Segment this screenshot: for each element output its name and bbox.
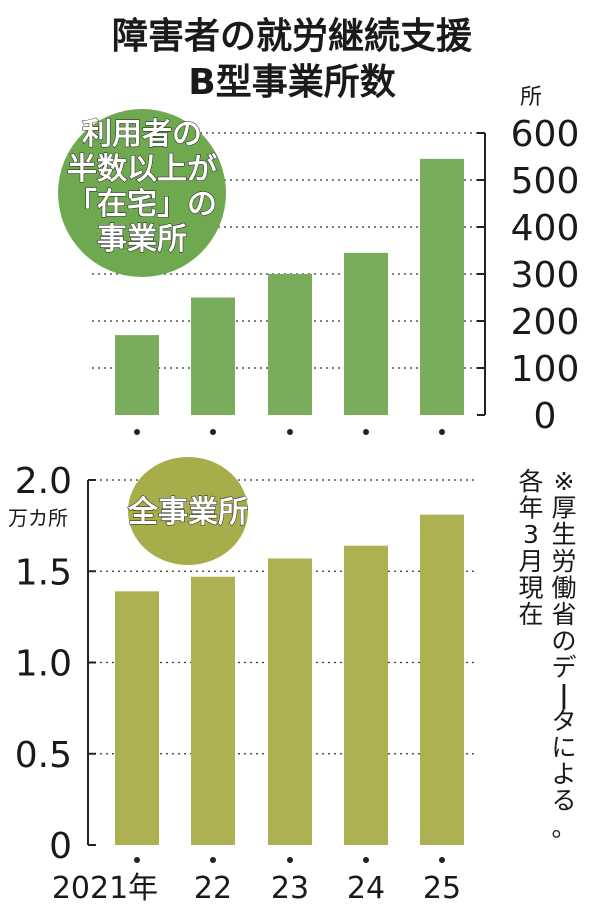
note-char: 厚 bbox=[551, 494, 576, 523]
top-badge-text-line: 利用者の bbox=[82, 117, 202, 152]
bottom-x-tick-dot bbox=[210, 857, 216, 863]
top-bar bbox=[344, 252, 388, 415]
top-y-tick-label: 100 bbox=[511, 349, 580, 390]
note-char: タ bbox=[551, 706, 576, 735]
note-char: 3 bbox=[523, 520, 539, 549]
bottom-x-tick-dot bbox=[439, 857, 445, 863]
note-char: 働 bbox=[551, 573, 576, 602]
bottom-y-tick-label: 2.0 bbox=[15, 461, 72, 502]
top-y-tick-label: 600 bbox=[511, 114, 580, 155]
top-x-tick-dot bbox=[363, 429, 369, 435]
note-char: デ bbox=[551, 653, 576, 682]
bottom-badge: 全事業所 bbox=[127, 457, 249, 565]
note-char: 労 bbox=[551, 547, 576, 576]
bottom-bar bbox=[268, 558, 312, 845]
bottom-bar bbox=[115, 591, 159, 845]
note-char: 。 bbox=[551, 813, 576, 842]
top-badge-circle bbox=[58, 109, 226, 277]
bottom-bar bbox=[344, 545, 388, 845]
bottom-x-tick-label: 2021年 bbox=[52, 871, 158, 906]
top-x-tick-dot bbox=[210, 429, 216, 435]
note-char: 生 bbox=[551, 520, 576, 549]
bottom-chart: 2021年 22 23 24 25 0 0.5 1.0 1.5 2.0 万カ所 全事業所 bbox=[8, 457, 478, 906]
chart-title-line1: 障害者の就労継続支援 bbox=[112, 16, 473, 57]
top-x-tick-dot bbox=[439, 429, 445, 435]
note-char: の bbox=[551, 627, 576, 656]
top-badge-text-line: 半数以上が bbox=[67, 152, 217, 187]
note-char: る bbox=[551, 786, 576, 815]
top-bar bbox=[115, 335, 159, 415]
bottom-bar bbox=[191, 576, 235, 845]
note-char: よ bbox=[551, 760, 576, 789]
note-char: | bbox=[559, 680, 568, 709]
bottom-y-tick-label: 0 bbox=[49, 826, 72, 867]
bottom-x-tick-label: 25 bbox=[423, 871, 461, 906]
top-bar bbox=[191, 297, 235, 415]
bottom-y-tick-label: 1.5 bbox=[15, 552, 72, 593]
bottom-y-tick-label: 1.0 bbox=[15, 644, 72, 685]
bottom-x-tick-dot bbox=[134, 857, 140, 863]
top-y-tick-label: 400 bbox=[511, 208, 580, 249]
note-char: 省 bbox=[551, 600, 576, 629]
top-badge-text-line: 事業所 bbox=[97, 222, 187, 257]
note-char: 年 bbox=[518, 494, 543, 523]
note-char: 現 bbox=[518, 573, 543, 602]
bottom-x-tick-label: 22 bbox=[194, 871, 232, 906]
top-y-tick-label: 500 bbox=[511, 161, 580, 202]
top-y-tick-label: 200 bbox=[511, 302, 580, 343]
top-unit-label: 所 bbox=[520, 85, 542, 110]
bottom-x-tick-label: 23 bbox=[271, 871, 309, 906]
bottom-bar bbox=[420, 514, 464, 845]
top-badge-text-line: 「在宅」の bbox=[67, 187, 217, 222]
bottom-y-tick-label: 0.5 bbox=[15, 735, 72, 776]
chart-title-line2: B型事業所数 bbox=[188, 62, 395, 103]
note-char: 各 bbox=[518, 467, 543, 496]
bottom-badge-text: 全事業所 bbox=[127, 495, 248, 530]
top-x-tick-dot bbox=[134, 429, 140, 435]
top-bar bbox=[420, 158, 464, 415]
top-y-tick-label: 0 bbox=[534, 396, 557, 437]
note-char: に bbox=[551, 733, 576, 762]
note-char: 月 bbox=[518, 547, 543, 576]
note-char: 在 bbox=[518, 600, 543, 629]
top-x-tick-dot bbox=[287, 429, 293, 435]
bottom-x-tick-dot bbox=[287, 857, 293, 863]
top-bar bbox=[268, 274, 312, 415]
bottom-unit-label: 万カ所 bbox=[8, 506, 68, 530]
bottom-badge-circle bbox=[128, 457, 248, 565]
note-char: ※ bbox=[554, 467, 575, 496]
bottom-x-tick-dot bbox=[363, 857, 369, 863]
bottom-x-tick-label: 24 bbox=[347, 871, 385, 906]
top-y-tick-label: 300 bbox=[511, 255, 580, 296]
